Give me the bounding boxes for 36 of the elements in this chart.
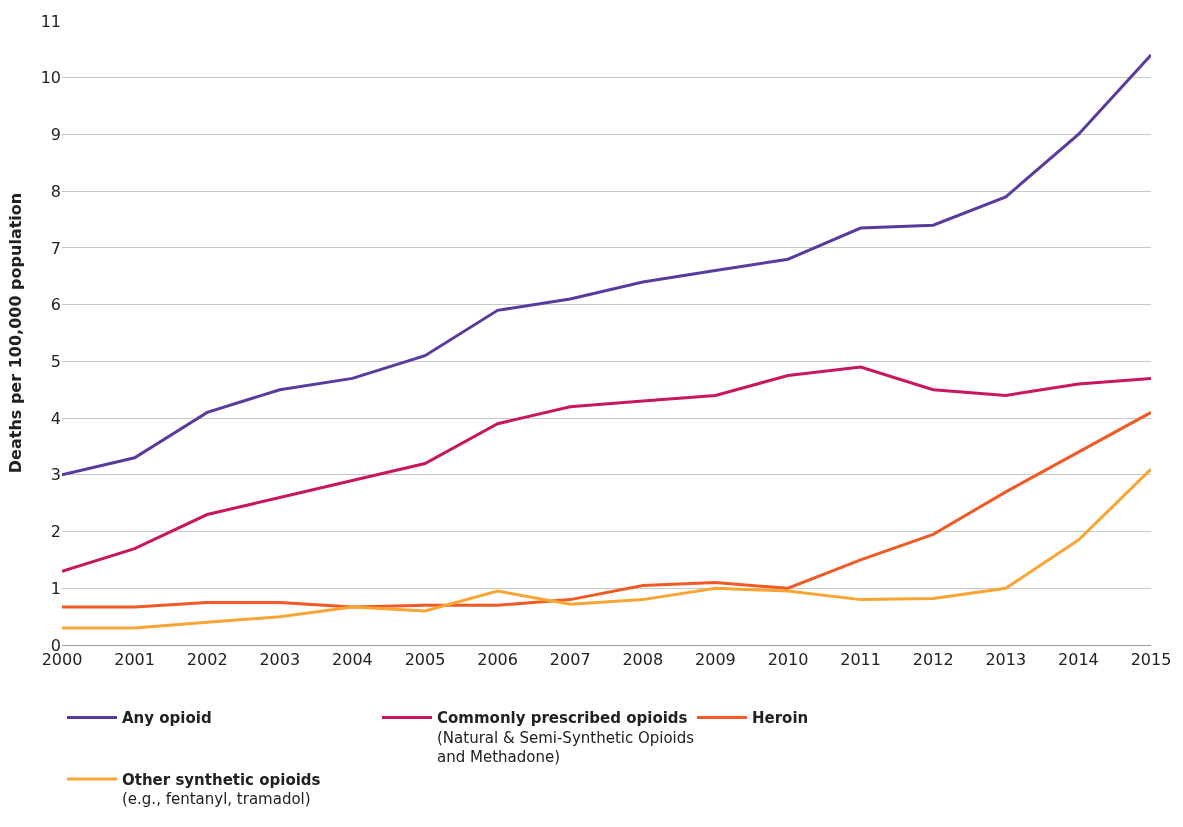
x-tick-label: 2007 [549, 650, 591, 670]
y-tick-label: 4 [50, 408, 61, 428]
x-tick-label: 2006 [477, 650, 518, 670]
legend-label: Other synthetic opioids (e.g., fentanyl, tramadol) [122, 770, 321, 809]
y-tick-label: 9 [50, 125, 61, 145]
x-tick-label: 2002 [186, 650, 228, 670]
y-tick-label: 7 [50, 238, 61, 258]
x-tick-label: 2000 [41, 650, 83, 670]
x-tick-label: 2015 [1130, 650, 1172, 670]
x-tick-label: 2012 [912, 650, 954, 670]
x-tick-label: 2008 [622, 650, 664, 670]
y-tick-label: 6 [50, 295, 61, 315]
y-tick-label: 5 [50, 351, 61, 371]
y-tick-label: 2 [50, 522, 61, 542]
y-tick-label: 1 [50, 578, 61, 598]
line-series [62, 365, 1151, 573]
y-tick-label: 10 [40, 68, 61, 88]
x-tick-label: 2009 [695, 650, 736, 670]
x-tick-label: 2001 [114, 650, 155, 670]
x-tick-label: 2005 [404, 650, 446, 670]
legend-label: Commonly prescribed opioids (Natural & Semi-Synthetic Opioids and Methadone) [437, 709, 695, 767]
legend-label: Heroin [752, 709, 809, 728]
x-tick-label: 2011 [840, 650, 881, 670]
y-axis-title: Deaths per 100,000 population [5, 192, 25, 474]
x-tick-label: 2004 [332, 650, 373, 670]
legend-label: Any opioid [122, 709, 212, 728]
x-tick-label: 2010 [767, 650, 809, 670]
y-tick-label: 3 [50, 465, 61, 485]
line-series [62, 467, 1151, 630]
line-series [62, 410, 1151, 609]
y-tick-label: 11 [40, 11, 61, 31]
y-tick-label: 8 [50, 181, 61, 201]
line-series [62, 53, 1151, 477]
x-tick-label: 2013 [985, 650, 1027, 670]
x-tick-label: 2003 [259, 650, 301, 670]
x-tick-label: 2014 [1058, 650, 1099, 670]
